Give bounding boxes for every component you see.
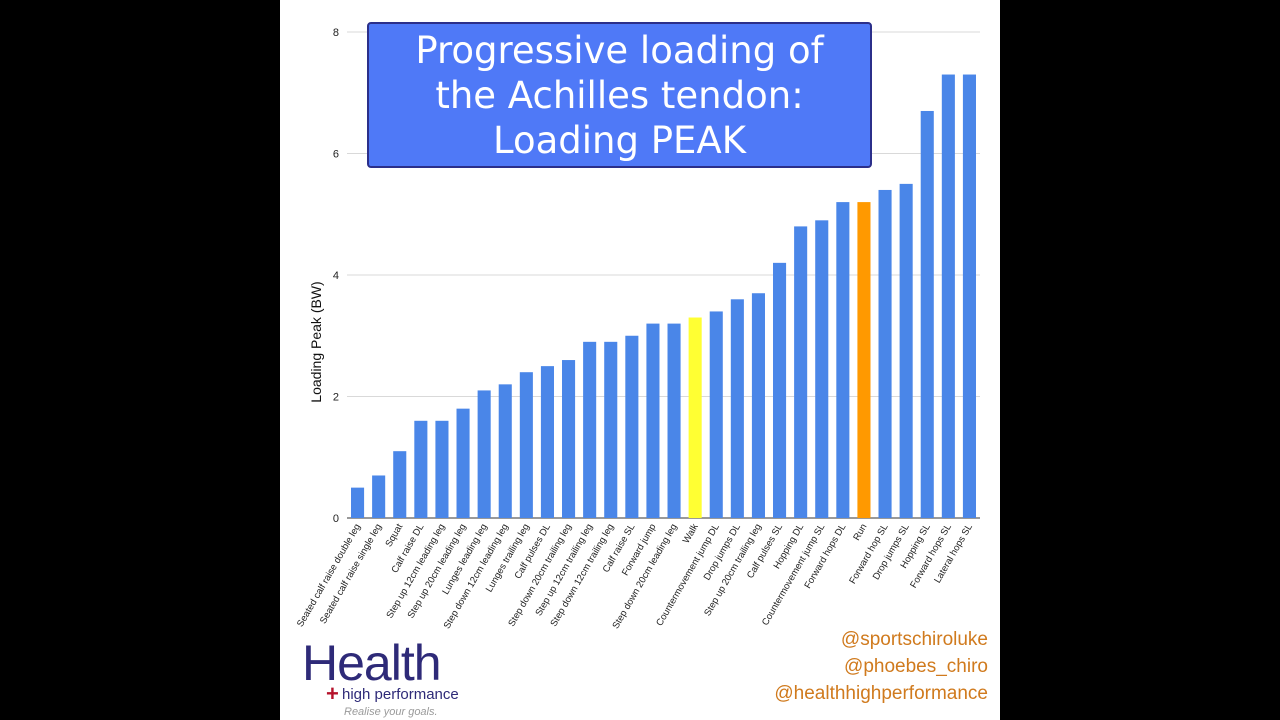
handle-phoebes-chiro: @phoebes_chiro <box>844 656 988 677</box>
bar-calf-raise-dl <box>414 420 428 518</box>
bar-calf-pulses-sl <box>773 262 787 518</box>
chart-canvas: 0 2 4 6 8 Seated calf raise double leg Seated… <box>280 0 1000 720</box>
bar-step-down-20cm-trailing-leg <box>562 360 576 518</box>
y-tick-label: 2 <box>333 392 339 404</box>
bar-chart: 0 2 4 6 8 Seated calf raise double legSeated… <box>295 27 980 631</box>
bar-step-up-12cm-trailing-leg <box>583 341 597 518</box>
bar-calf-pulses-dl <box>540 366 554 519</box>
bar-step-down-20cm-leading-leg <box>667 323 681 518</box>
bar-run <box>857 202 871 518</box>
bars <box>351 74 976 519</box>
health-logo: Health + high performance Realise your g… <box>302 636 502 720</box>
bar-lunges-leading-leg <box>477 390 491 518</box>
chart-title: Progressive loading of the Achilles tend… <box>415 28 824 162</box>
handle-healthhighperformance: @healthhighperformance <box>774 683 988 704</box>
bar-seated-calf-raise-single-leg <box>372 475 386 518</box>
bar-lunges-trailing-leg <box>519 372 533 518</box>
bar-step-up-20cm-leading-leg <box>456 408 470 518</box>
y-tick-label: 4 <box>333 270 339 282</box>
logo-subtitle: high performance <box>342 686 459 703</box>
bar-countermovement-jump-sl <box>815 220 829 518</box>
x-tick-label: Walk <box>681 522 701 546</box>
bar-drop-jumps-sl <box>899 183 913 519</box>
bar-drop-jumps-dl <box>730 299 744 518</box>
handle-sportschiroluke: @sportschiroluke <box>840 629 988 650</box>
x-tick-label: Squat <box>383 522 405 549</box>
bar-lateral-hops-sl <box>962 74 976 518</box>
bar-step-up-12cm-leading-leg <box>435 420 449 518</box>
bar-forward-hops-dl <box>836 202 850 518</box>
bar-step-down-12cm-trailing-leg <box>604 341 618 518</box>
logo-tagline: Realise your goals. <box>344 706 438 718</box>
bar-forward-hop-sl <box>878 189 892 518</box>
bar-step-down-12cm-leading-leg <box>498 384 512 518</box>
bar-countermovement-jump-dl <box>709 311 723 518</box>
bar-hopping-sl <box>920 110 934 518</box>
y-tick-label: 6 <box>333 149 339 161</box>
social-handles: @sportschiroluke @phoebes_chiro @healthh… <box>774 626 988 707</box>
bar-forward-hops-sl <box>941 74 955 518</box>
bar-forward-jump <box>646 323 660 518</box>
y-tick-label: 8 <box>333 27 339 39</box>
y-tick-label: 0 <box>333 513 339 525</box>
x-tick-label: Run <box>851 522 869 543</box>
logo-plus-icon: + <box>326 681 339 706</box>
y-tick-labels: 0 2 4 6 8 <box>333 27 339 525</box>
chart-title-box: Progressive loading of the Achilles tend… <box>367 22 872 168</box>
bar-calf-raise-sl <box>625 335 639 518</box>
bar-hopping-dl <box>794 226 808 518</box>
bar-seated-calf-raise-double-leg <box>351 487 365 519</box>
logo-wordmark: Health <box>302 635 442 691</box>
bar-step-up-20cm-trailing-leg <box>751 293 765 518</box>
y-axis-label: Loading Peak (BW) <box>308 281 324 403</box>
bar-walk <box>688 317 702 518</box>
bar-squat <box>393 451 407 518</box>
